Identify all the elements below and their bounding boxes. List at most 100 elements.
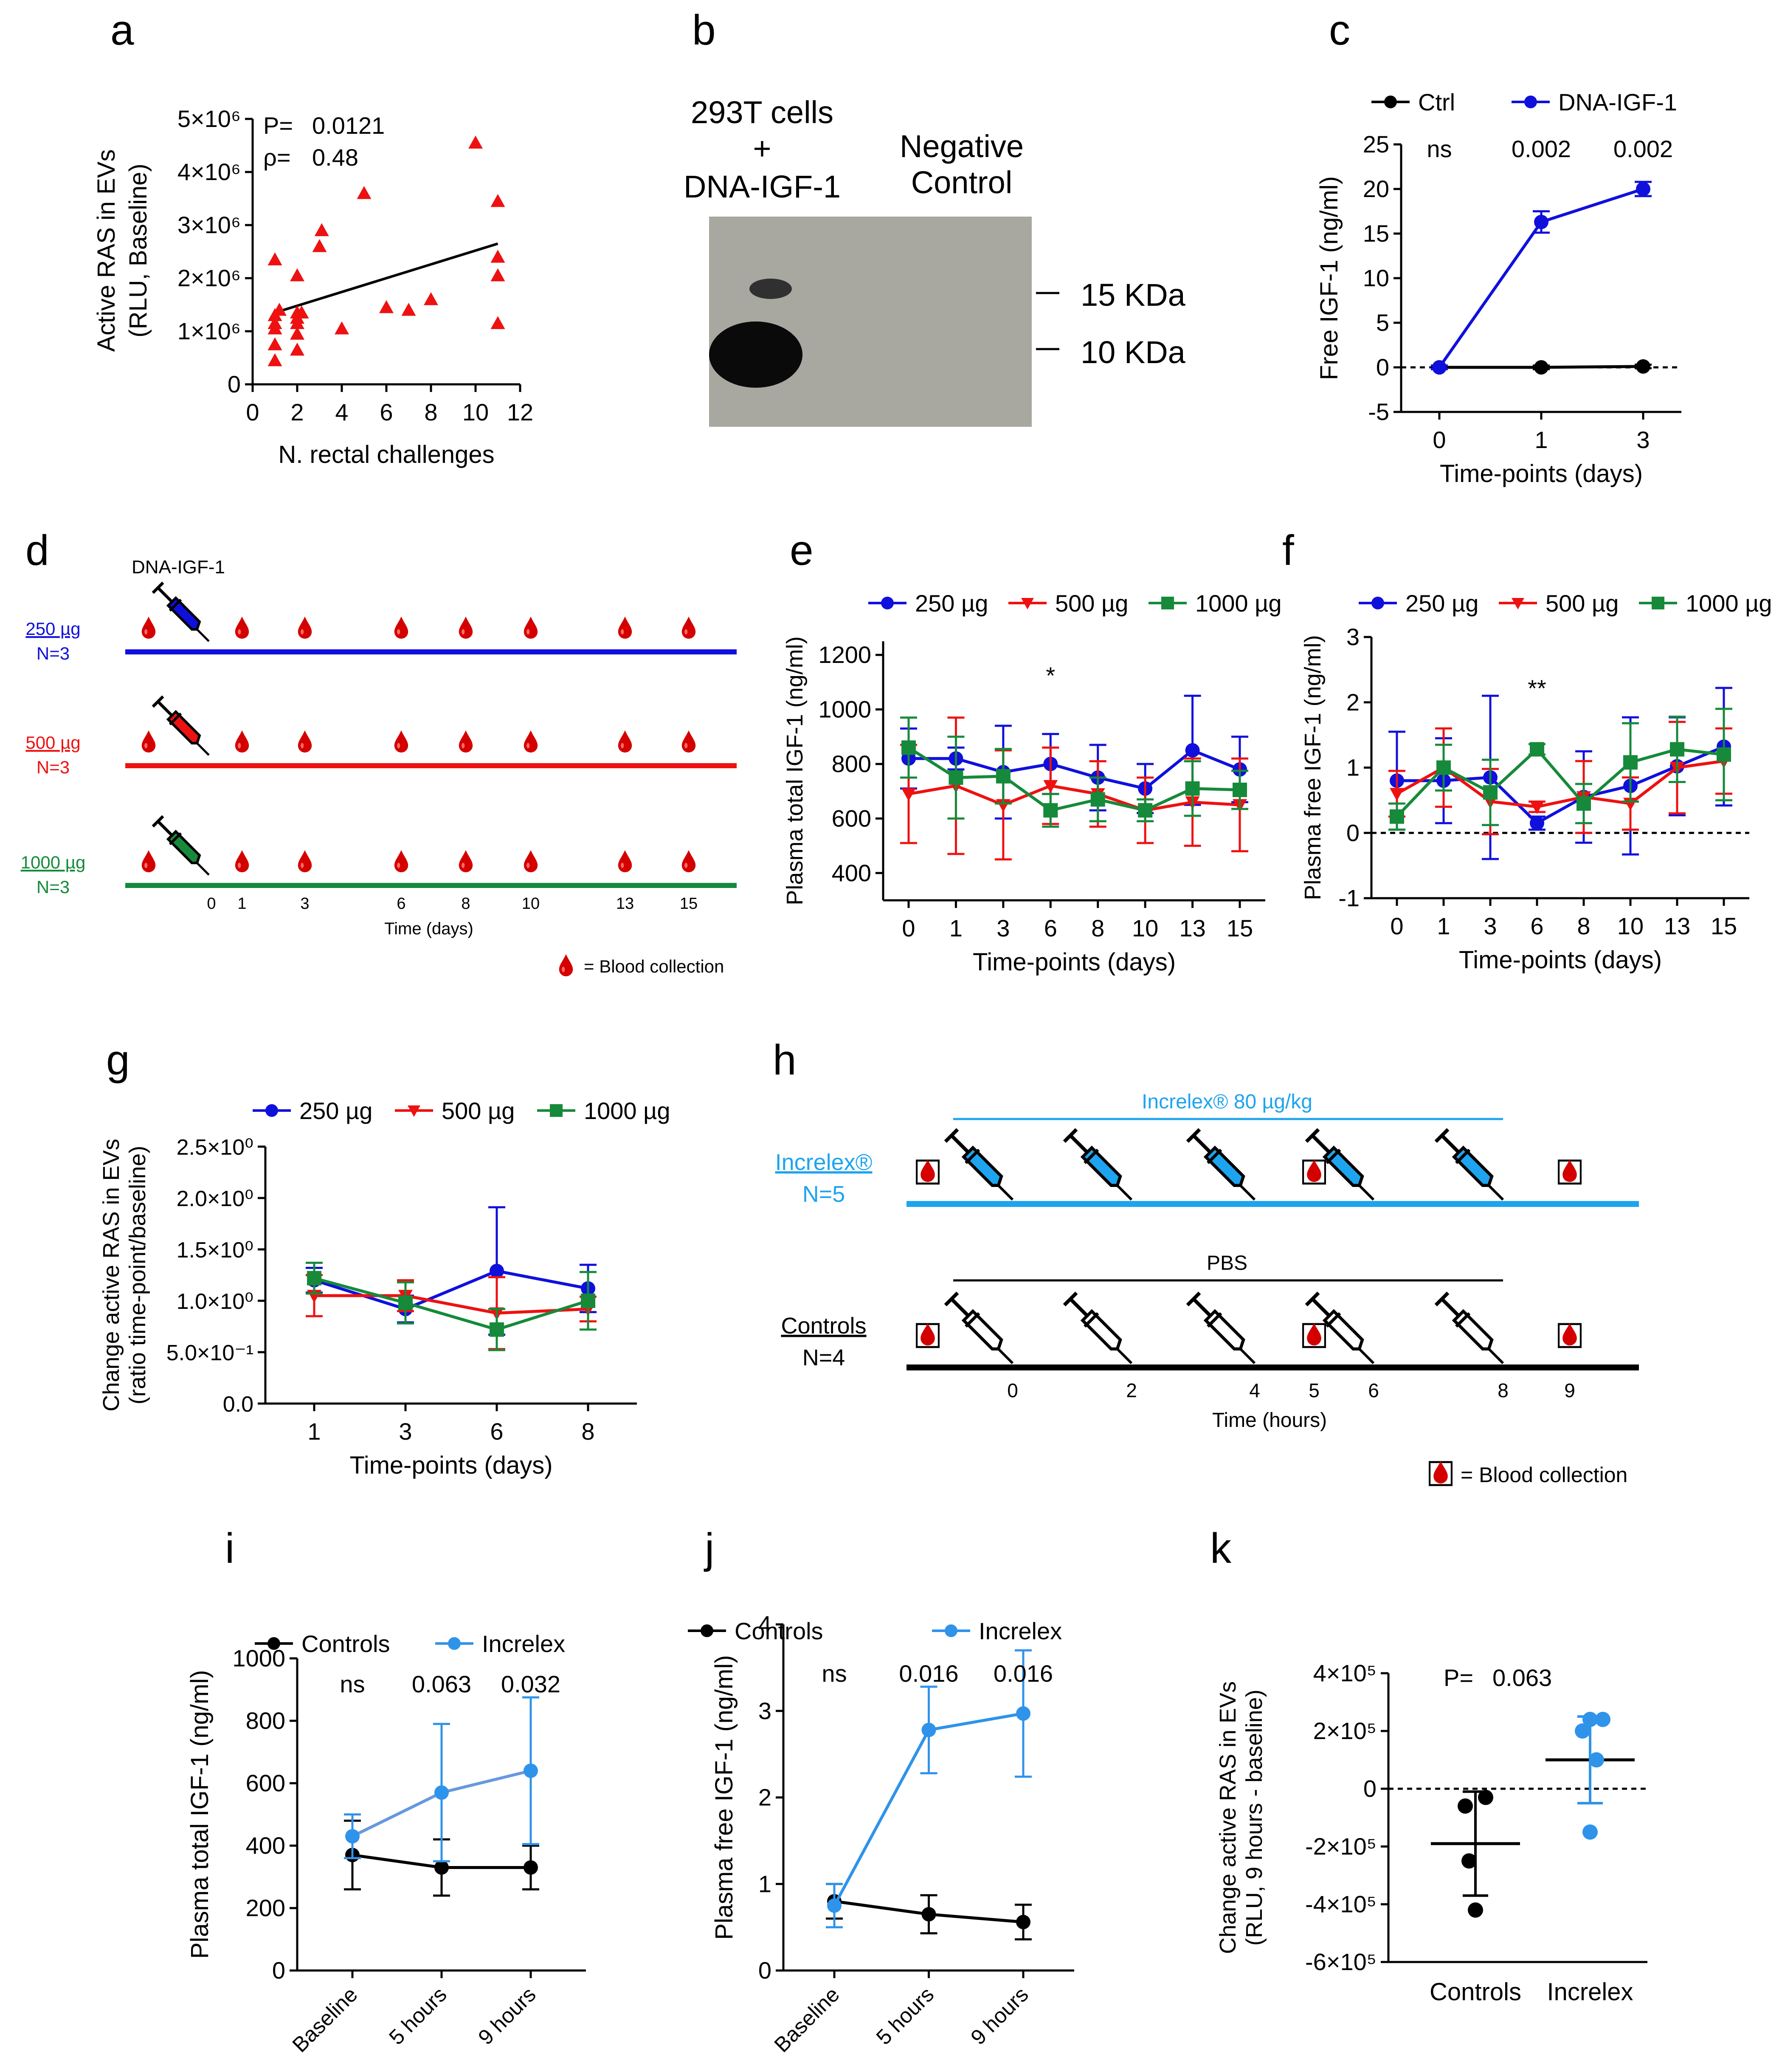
legend-label: DNA-IGF-1 [1558, 89, 1677, 116]
syringe-plunger [950, 1134, 970, 1154]
x-tick-label: 6 [1530, 913, 1543, 939]
increlex-dose-label: Increlex® 80 µg/kg [1142, 1091, 1312, 1113]
syringe-icon [1434, 1291, 1504, 1364]
data-point [1636, 182, 1650, 196]
blood-drop-icon [524, 850, 538, 872]
syringe-icon [152, 815, 210, 876]
panel-d-title: DNA-IGF-1 [132, 557, 225, 578]
data-point [1530, 816, 1544, 831]
syringe-flange [1084, 1148, 1099, 1164]
syringe-barrel [166, 596, 201, 631]
blood-drop-icon [235, 616, 249, 639]
syringe-barrel [1452, 1145, 1494, 1187]
syringe-icon [944, 1128, 1014, 1201]
panel-b: 293T cells + DNA-IGF-1 Negative Control … [684, 95, 1186, 427]
data-point [949, 770, 963, 785]
data-point [1670, 742, 1684, 757]
series-line-1000g [1396, 747, 1724, 818]
y-tick-label: 25 [1363, 131, 1389, 158]
y-tick-label: 1.5×10⁰ [177, 1238, 253, 1263]
data-point [490, 250, 505, 263]
legend-label: Increlex [979, 1618, 1062, 1644]
data-point [314, 223, 329, 237]
x-tick-label: 15 [1711, 913, 1737, 939]
series-line-250g [909, 748, 1241, 790]
data-point [1371, 597, 1384, 609]
syringe-icon [1305, 1128, 1375, 1201]
y-tick-label: 800 [832, 750, 871, 777]
y-tick-label: 1000 [818, 696, 871, 723]
blood-drop-icon [235, 730, 249, 753]
panel-letter-b: b [692, 6, 716, 54]
hour-tick-label: 6 [1368, 1379, 1379, 1401]
data-point [490, 1322, 504, 1337]
data-point [1589, 1752, 1604, 1768]
panel-letter-h: h [773, 1036, 797, 1084]
data-point [550, 1104, 563, 1117]
panel-letter-g: g [106, 1036, 130, 1084]
data-point [267, 316, 282, 329]
blot-label-plus: + [753, 131, 771, 166]
panel-h: Increlex® 80 µg/kg PBS Time (hours) = Bl… [775, 1091, 1639, 1487]
blood-drop-icon [559, 954, 573, 976]
day-tick-label: 10 [522, 895, 540, 913]
y-tick-label: 1 [758, 1870, 771, 1897]
data-point [1530, 742, 1544, 757]
data-point [434, 1860, 449, 1875]
data-point [379, 300, 394, 313]
hour-tick-label: 0 [1007, 1379, 1018, 1401]
x-tick-label: 0 [246, 399, 259, 426]
y-axis-label: (ratio time-point/baseline) [125, 1146, 150, 1404]
series-line-250g [1397, 745, 1725, 825]
syringe-flange [1455, 1312, 1471, 1328]
y-tick-label: 2.0×10⁰ [177, 1187, 253, 1211]
syringe-barrel [961, 1145, 1003, 1187]
syringe-plunger [1441, 1297, 1460, 1317]
syringe-icon [1186, 1291, 1256, 1364]
y-axis-label: (RLU, Baseline) [124, 164, 152, 337]
y-tick-label: 4×10⁶ [177, 158, 241, 185]
blood-drop-icon [681, 730, 696, 753]
y-axis-label: Plasma free IGF-1 (ng/ml) [710, 1655, 738, 1940]
syringe-barrel [961, 1309, 1003, 1350]
syringe-icon [1186, 1128, 1256, 1201]
data-point [357, 186, 372, 199]
x-tick-label: 0 [1390, 913, 1403, 939]
syringe-plunger-cap [944, 1128, 959, 1143]
y-tick-label: 5 [1376, 309, 1389, 336]
significance-label: 0.016 [899, 1660, 958, 1687]
n-label: N=3 [37, 757, 70, 777]
x-axis-label: Time-points (days) [349, 1452, 552, 1479]
x-tick-label: 8 [581, 1418, 594, 1445]
day-tick-label: 8 [461, 895, 470, 913]
chart-a: 0 1×10⁶ 2×10⁶ 3×10⁶ 4×10⁶ 5×10⁶ 0 2 4 6 8 10 12 P= 0.0… [93, 105, 533, 468]
syringe-plunger [1311, 1297, 1331, 1317]
data-point [490, 316, 505, 329]
blood-drop-icon [394, 730, 408, 753]
y-tick-label: -1 [1338, 885, 1360, 911]
blood-drop-icon [141, 850, 156, 872]
n-label: N=3 [37, 643, 70, 663]
x-axis-label: N. rectal challenges [278, 441, 494, 468]
legend-label: 1000 µg [584, 1097, 670, 1124]
data-point [1458, 1798, 1473, 1814]
data-point [312, 239, 327, 252]
syringe-needle [1239, 1184, 1256, 1201]
x-tick-label: 1 [1437, 913, 1450, 939]
data-point [1530, 801, 1544, 814]
x-tick-label: 4 [335, 399, 348, 426]
syringe-plunger-cap [1305, 1128, 1320, 1143]
group-label: Controls [781, 1313, 866, 1339]
n-label: N=3 [37, 877, 70, 897]
y-tick-label: 200 [246, 1894, 285, 1921]
y-axis-label: Active RAS in EVs [93, 149, 120, 352]
legend-label: Controls [301, 1630, 390, 1657]
syringe-needle [196, 629, 210, 642]
x-tick-label: Controls [1430, 1978, 1521, 2006]
chart-k: -6×10⁵ -4×10⁵ -2×10⁵ 0 2×10⁵ 4×10⁵ Controls Inc… [1215, 1660, 1647, 2006]
data-point [1582, 1711, 1598, 1727]
data-point [901, 740, 916, 755]
y-axis-label: Free IGF-1 (ng/ml) [1315, 176, 1343, 380]
legend-label: Controls [735, 1618, 823, 1644]
